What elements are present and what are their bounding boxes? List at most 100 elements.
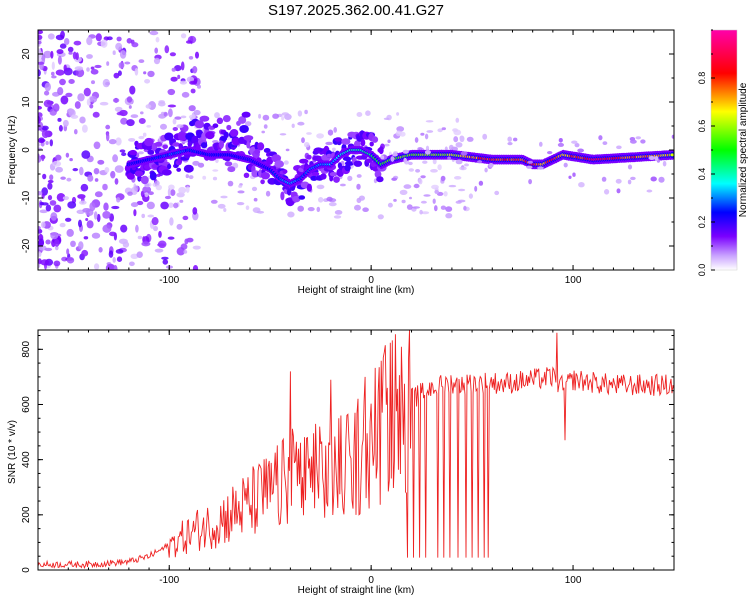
spectrogram-cell xyxy=(163,112,168,117)
spectrogram-cell xyxy=(65,92,73,98)
spectrogram-cell xyxy=(482,133,488,140)
spectrogram-cell xyxy=(188,56,194,60)
spectrogram-cell xyxy=(102,211,111,219)
spectrogram-cell xyxy=(178,186,187,194)
spectrogram-cell xyxy=(136,251,143,258)
spectrogram-cell xyxy=(627,179,632,185)
spectrogram-cell xyxy=(342,156,352,161)
spectrogram-xtick-label: -100 xyxy=(159,275,179,286)
spectrogram-cell xyxy=(306,183,312,192)
spectrogram-cell xyxy=(212,176,218,181)
spectrogram-cell xyxy=(119,149,126,153)
spectrogram-cell xyxy=(571,140,578,144)
spectrogram-cell xyxy=(59,43,67,49)
spectrogram-cell xyxy=(153,57,161,65)
spectrogram-cell xyxy=(126,172,135,180)
spectrogram-cell xyxy=(134,170,144,177)
spectrogram-cell xyxy=(419,209,423,215)
spectrogram-cell xyxy=(78,219,82,228)
spectrogram-cell xyxy=(112,98,120,103)
spectrogram-cell xyxy=(377,214,384,220)
spectrogram-cell xyxy=(262,114,270,121)
spectrogram-cell xyxy=(290,191,298,198)
spectrogram-cell xyxy=(134,68,139,76)
spectrogram-cell xyxy=(181,91,190,98)
spectrogram-cell xyxy=(362,207,369,212)
spectrogram-cell xyxy=(106,36,113,41)
spectrogram-cell xyxy=(318,197,324,203)
spectrogram-cell xyxy=(38,116,41,124)
spectrogram-cell xyxy=(142,132,147,137)
spectrogram-cell xyxy=(328,202,337,207)
spectrogram-cell xyxy=(130,253,139,259)
spectrogram-cell xyxy=(194,120,205,129)
spectrogram-cell xyxy=(67,201,77,209)
spectrogram-cell xyxy=(220,195,228,199)
spectrogram-cell xyxy=(640,139,646,144)
spectrogram-cell xyxy=(263,124,268,129)
spectrogram-cell xyxy=(344,164,351,172)
spectrogram-cell xyxy=(464,163,469,167)
spectrogram-cell xyxy=(263,148,271,153)
snr-marks xyxy=(38,330,674,570)
snr-ytick-label: 800 xyxy=(21,341,32,358)
spectrogram-cell xyxy=(155,184,162,191)
spectrogram-cell xyxy=(124,61,131,65)
spectrogram-cell xyxy=(55,69,65,76)
spectrogram-cell xyxy=(169,138,177,144)
spectrogram-cell xyxy=(94,263,100,270)
spectrogram-cell xyxy=(445,206,453,212)
spectrogram-cell xyxy=(58,125,63,132)
spectrogram-cell xyxy=(671,134,674,139)
spectrogram-cell xyxy=(192,245,201,250)
spectrogram-cell xyxy=(68,51,73,55)
spectrogram-cell xyxy=(455,142,463,148)
spectrogram-cell xyxy=(344,161,354,166)
spectrogram-cell xyxy=(183,250,188,254)
spectrogram-cell xyxy=(129,261,135,267)
spectrogram-cell xyxy=(227,166,236,173)
spectrogram-cell xyxy=(142,236,146,243)
spectrogram-cell xyxy=(81,150,91,159)
spectrogram-cell xyxy=(83,87,91,97)
spectrogram-cell xyxy=(192,265,199,270)
colorbar-tick-label: 0.4 xyxy=(697,168,707,181)
spectrogram-cell xyxy=(670,153,674,157)
spectrogram-cell xyxy=(105,124,111,130)
spectrogram-cell xyxy=(455,117,460,123)
spectrogram-cell xyxy=(112,50,116,55)
snr-ytick-label: 600 xyxy=(21,396,32,413)
spectrogram-cell xyxy=(316,184,325,190)
spectrogram-cell xyxy=(43,50,52,59)
spectrogram-cell xyxy=(89,202,96,212)
spectrogram-cell xyxy=(38,48,41,52)
spectrogram-cell xyxy=(161,256,169,260)
spectrogram-cell xyxy=(108,139,117,145)
spectrogram-cell xyxy=(116,256,123,263)
spectrogram-cell xyxy=(458,188,466,192)
spectrogram-cell xyxy=(144,79,151,84)
spectrogram-cell xyxy=(459,166,467,171)
spectrogram-cell xyxy=(239,125,249,133)
spectrogram-cell xyxy=(170,189,176,197)
spectrogram-cell xyxy=(286,188,292,196)
spectrogram-ytick-label: 20 xyxy=(21,48,32,60)
spectrogram-cell xyxy=(425,145,430,151)
spectrogram-cell xyxy=(630,176,636,181)
spectrogram-cell xyxy=(424,133,429,140)
spectrogram-cell xyxy=(75,68,85,78)
spectrogram-cell xyxy=(185,174,189,179)
spectrogram-cell xyxy=(212,169,219,172)
spectrogram-cell xyxy=(434,205,438,212)
spectrogram-cell xyxy=(568,175,572,179)
spectrogram-cell xyxy=(598,135,603,141)
colorbar-label: Normalized spectral amplitude xyxy=(738,82,749,217)
snr-xtick-label: 0 xyxy=(368,575,374,586)
spectrogram-cell xyxy=(172,127,178,131)
spectrogram-cell xyxy=(526,165,533,169)
spectrogram-cell xyxy=(100,39,108,48)
spectrogram-cell xyxy=(333,126,338,133)
spectrogram-cell xyxy=(93,141,101,150)
spectrogram-cell xyxy=(425,120,434,123)
spectrogram-cell xyxy=(45,239,51,245)
